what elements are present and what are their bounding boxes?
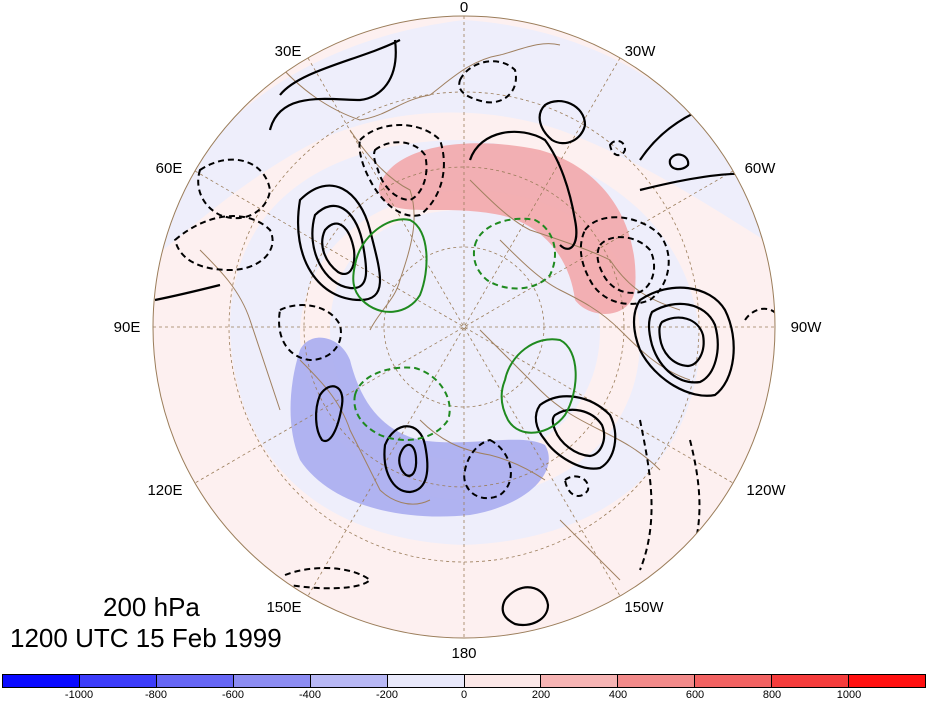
lon-label-150w: 150W — [624, 599, 664, 616]
lon-label-180: 180 — [451, 645, 476, 662]
colorbar-tick-label: -200 — [375, 689, 399, 701]
colorbar-cell — [849, 675, 926, 687]
colorbar-cell — [695, 675, 773, 687]
colorbar-cell — [541, 675, 619, 687]
colorbar-cell — [772, 675, 850, 687]
colorbar-tick-label: 1000 — [836, 689, 862, 701]
lon-label-150e: 150E — [266, 599, 301, 616]
colorbar-tick-label: -800 — [144, 689, 168, 701]
lon-label-30e: 30E — [275, 43, 302, 60]
colorbar-cell — [233, 675, 311, 687]
pressure-level-label: 200 hPa — [103, 592, 200, 622]
colorbar-tick-label: -400 — [298, 689, 322, 701]
lon-label-0: 0 — [460, 0, 468, 16]
colorbar — [2, 674, 926, 688]
lon-label-90e: 90E — [114, 319, 141, 336]
positive-contours — [154, 39, 761, 627]
coastlines — [199, 43, 691, 581]
colorbar-cell — [618, 675, 696, 687]
lon-label-120w: 120W — [746, 482, 786, 499]
valid-time-label: 1200 UTC 15 Feb 1999 — [10, 623, 282, 653]
center-negative-region — [330, 210, 600, 460]
colorbar-tick-label: -600 — [221, 689, 245, 701]
colorbar-cell — [464, 675, 542, 687]
lon-label-120e: 120E — [147, 482, 182, 499]
colorbar-tick-label: 0 — [460, 689, 468, 701]
negative-anomaly-shading — [290, 337, 549, 517]
colorbar-tick-label: -1000 — [64, 689, 94, 701]
positive-anomaly-shading — [378, 143, 636, 314]
colorbar-cell — [310, 675, 388, 687]
colorbar-cell — [156, 675, 234, 687]
colorbar-cell — [79, 675, 157, 687]
colorbar-tick-label: 800 — [762, 689, 782, 701]
lon-label-90w: 90W — [791, 319, 823, 336]
colorbar-cell — [387, 675, 465, 687]
light-negative-region — [153, 20, 775, 260]
map-border — [152, 15, 776, 639]
colorbar-tick-label: 600 — [685, 689, 705, 701]
colorbar-tick-label: 200 — [531, 689, 551, 701]
lon-label-60e: 60E — [156, 160, 183, 177]
lon-label-30w: 30W — [625, 43, 657, 60]
green-contours — [352, 217, 577, 441]
colorbar-cell — [3, 675, 80, 687]
colorbar-tick-label: 400 — [608, 689, 628, 701]
lon-label-60w: 60W — [745, 160, 777, 177]
colorbar-tick-labels: -1000 -800 -600 -400 -200 0 200 400 600 800 1000 — [2, 689, 926, 702]
negative-contours — [173, 60, 775, 590]
